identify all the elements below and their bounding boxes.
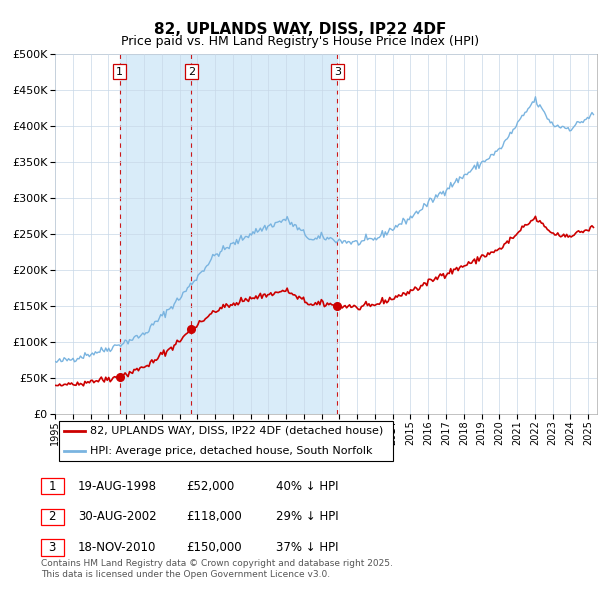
Bar xyxy=(120,54,191,414)
Text: 2: 2 xyxy=(49,510,56,523)
Text: 18-NOV-2010: 18-NOV-2010 xyxy=(78,541,157,554)
Text: 30-AUG-2002: 30-AUG-2002 xyxy=(78,510,157,523)
Text: HPI: Average price, detached house, South Norfolk: HPI: Average price, detached house, Sout… xyxy=(90,447,372,456)
Text: £150,000: £150,000 xyxy=(186,541,242,554)
Text: 40% ↓ HPI: 40% ↓ HPI xyxy=(276,480,338,493)
Text: 19-AUG-1998: 19-AUG-1998 xyxy=(78,480,157,493)
FancyBboxPatch shape xyxy=(59,421,394,461)
Text: 3: 3 xyxy=(49,541,56,554)
Text: 2: 2 xyxy=(188,67,195,77)
Text: 3: 3 xyxy=(334,67,341,77)
Text: £52,000: £52,000 xyxy=(186,480,234,493)
Text: 1: 1 xyxy=(49,480,56,493)
Text: 1: 1 xyxy=(116,67,123,77)
Text: 29% ↓ HPI: 29% ↓ HPI xyxy=(276,510,338,523)
Bar xyxy=(191,54,337,414)
Text: £118,000: £118,000 xyxy=(186,510,242,523)
Text: 37% ↓ HPI: 37% ↓ HPI xyxy=(276,541,338,554)
Text: 82, UPLANDS WAY, DISS, IP22 4DF: 82, UPLANDS WAY, DISS, IP22 4DF xyxy=(154,22,446,37)
Text: 82, UPLANDS WAY, DISS, IP22 4DF (detached house): 82, UPLANDS WAY, DISS, IP22 4DF (detache… xyxy=(90,426,383,435)
Text: Price paid vs. HM Land Registry's House Price Index (HPI): Price paid vs. HM Land Registry's House … xyxy=(121,35,479,48)
Text: Contains HM Land Registry data © Crown copyright and database right 2025.
This d: Contains HM Land Registry data © Crown c… xyxy=(41,559,392,579)
